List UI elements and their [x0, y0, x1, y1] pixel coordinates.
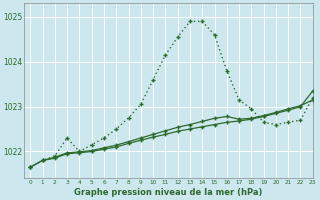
X-axis label: Graphe pression niveau de la mer (hPa): Graphe pression niveau de la mer (hPa)	[74, 188, 263, 197]
